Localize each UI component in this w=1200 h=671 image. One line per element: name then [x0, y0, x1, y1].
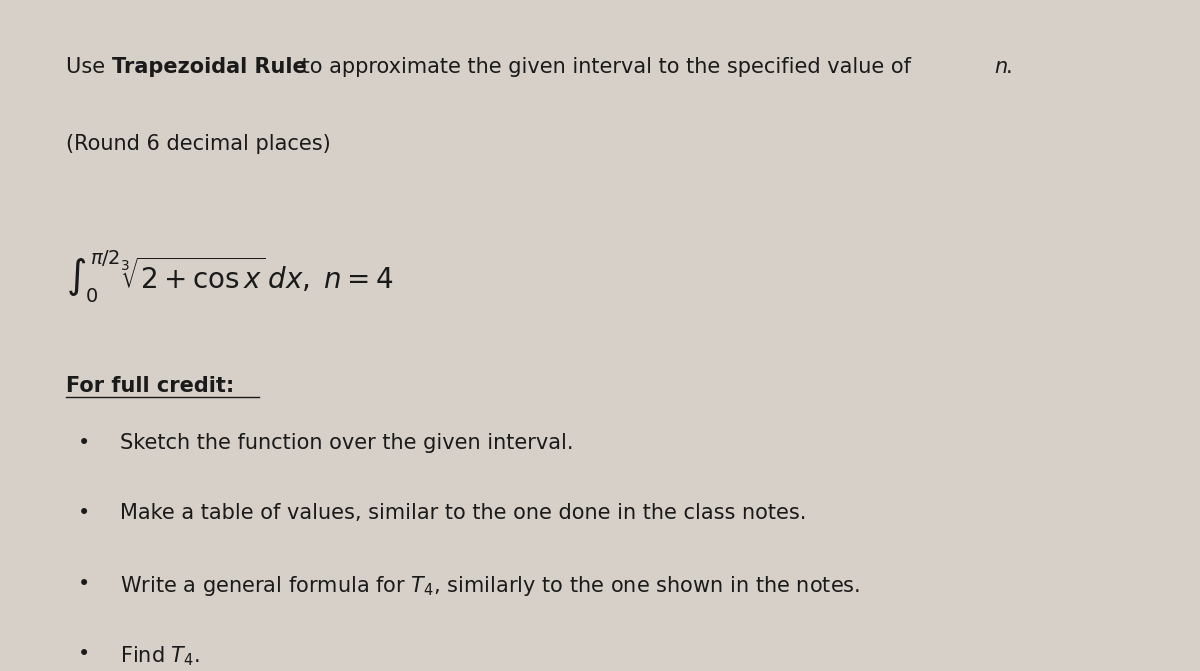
- Text: .: .: [1006, 57, 1013, 77]
- Text: Sketch the function over the given interval.: Sketch the function over the given inter…: [120, 433, 574, 453]
- Text: Make a table of values, similar to the one done in the class notes.: Make a table of values, similar to the o…: [120, 503, 806, 523]
- Text: Find $T_4$.: Find $T_4$.: [120, 644, 200, 668]
- Text: Trapezoidal Rule: Trapezoidal Rule: [112, 57, 306, 77]
- Text: Use: Use: [66, 57, 112, 77]
- Text: •: •: [78, 574, 90, 594]
- Text: •: •: [78, 433, 90, 453]
- Text: (Round 6 decimal places): (Round 6 decimal places): [66, 134, 331, 154]
- Text: •: •: [78, 503, 90, 523]
- Text: $\int_0^{\pi/2} \sqrt[3]{2 + \cos x}\,dx,\; n = 4$: $\int_0^{\pi/2} \sqrt[3]{2 + \cos x}\,dx…: [66, 248, 394, 305]
- Text: to approximate the given interval to the specified value of: to approximate the given interval to the…: [295, 57, 918, 77]
- Text: n: n: [994, 57, 1007, 77]
- Text: For full credit:: For full credit:: [66, 376, 234, 396]
- Text: •: •: [78, 644, 90, 664]
- Text: Write a general formula for $T_4$, similarly to the one shown in the notes.: Write a general formula for $T_4$, simil…: [120, 574, 860, 598]
